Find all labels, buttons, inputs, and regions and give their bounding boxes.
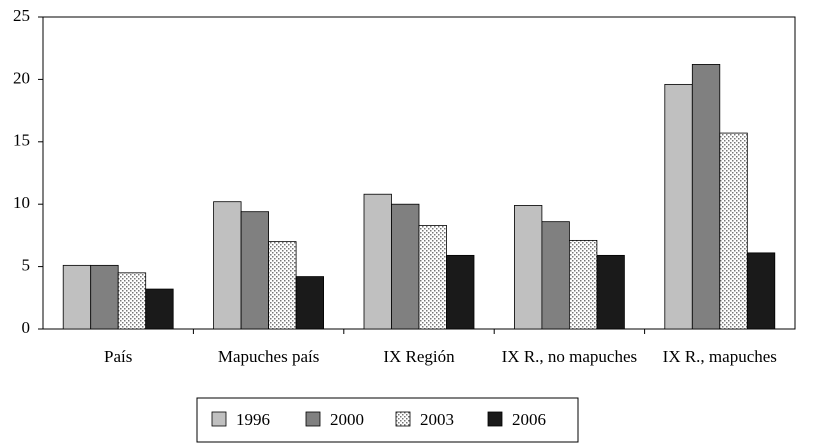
bar <box>569 239 598 330</box>
y-tick-label: 0 <box>22 318 31 337</box>
y-tick-label: 5 <box>22 256 31 275</box>
bar <box>363 193 392 330</box>
bar <box>719 132 748 330</box>
legend-label: 1996 <box>236 410 270 429</box>
y-tick-label: 10 <box>13 193 30 212</box>
legend-swatch <box>487 411 503 427</box>
bar <box>240 211 270 330</box>
bar <box>145 288 174 330</box>
bar <box>541 221 570 330</box>
bar <box>90 264 119 330</box>
x-tick-label: Mapuches país <box>218 347 320 366</box>
legend-frame <box>196 397 579 443</box>
bar <box>391 203 420 330</box>
x-tick-label: IX R., mapuches <box>663 347 777 366</box>
bar <box>418 225 447 330</box>
bar <box>664 83 693 330</box>
bar <box>268 241 297 330</box>
bar <box>596 254 625 330</box>
legend-label: 2000 <box>330 410 364 429</box>
x-tick-label: IX Región <box>383 347 455 366</box>
bar <box>295 276 325 330</box>
bar <box>446 254 475 330</box>
y-tick-label: 25 <box>13 6 30 25</box>
legend-label: 2006 <box>512 410 546 429</box>
bar <box>691 64 721 330</box>
x-tick-label: País <box>104 347 132 366</box>
bar <box>514 205 543 330</box>
legend-swatch <box>305 411 321 427</box>
bar <box>213 201 242 330</box>
bar <box>117 272 147 330</box>
x-tick-label: IX R., no mapuches <box>502 347 638 366</box>
y-tick-label: 20 <box>13 68 30 87</box>
y-tick-label: 15 <box>13 131 30 150</box>
legend-label: 2003 <box>420 410 454 429</box>
bar <box>62 264 92 330</box>
bar <box>746 252 776 330</box>
legend-swatch <box>211 411 227 427</box>
legend-swatch <box>395 411 411 427</box>
